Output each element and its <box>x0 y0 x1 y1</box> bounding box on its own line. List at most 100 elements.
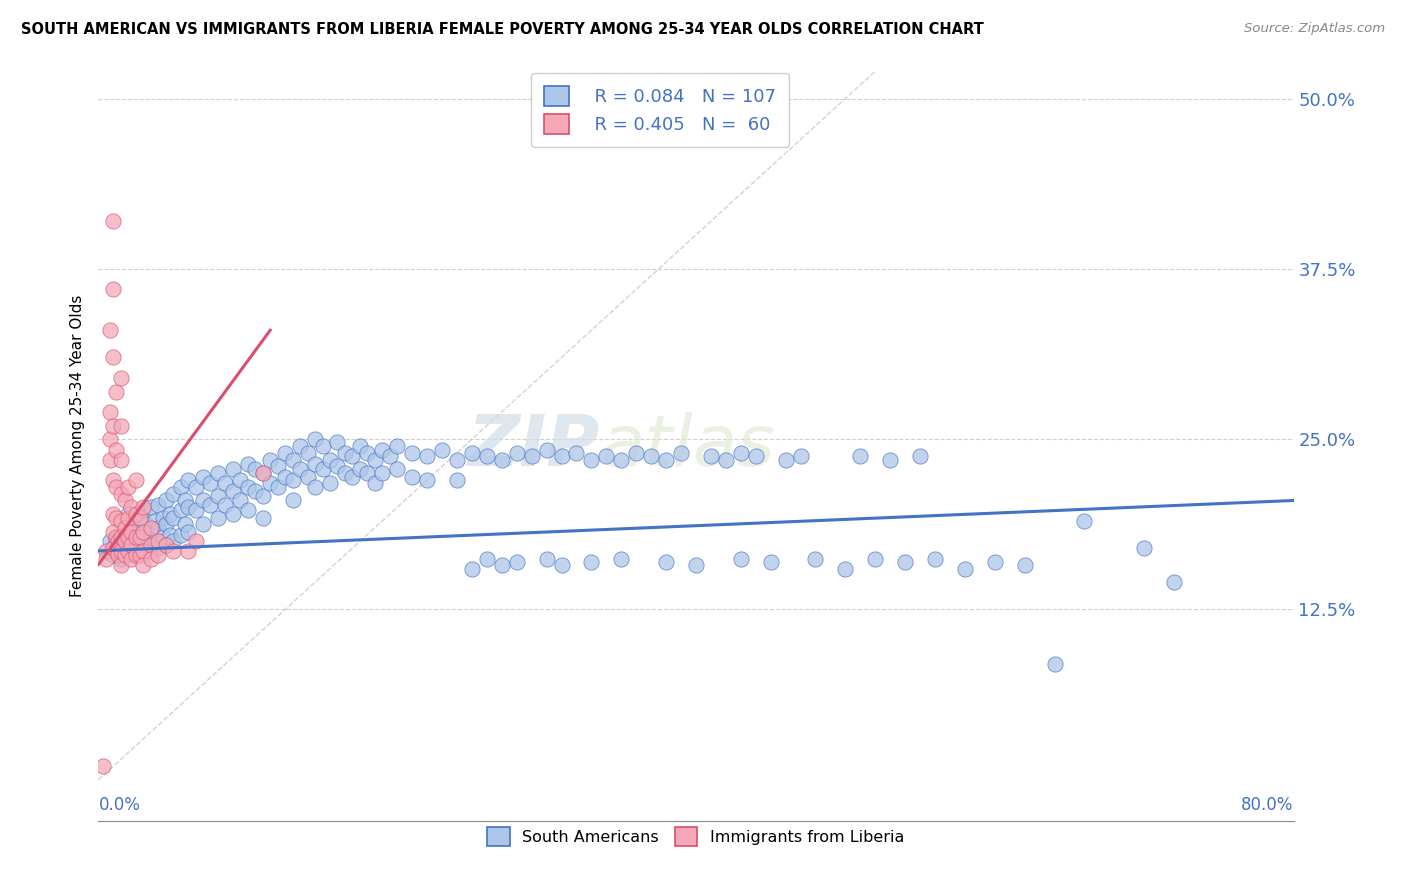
Point <box>655 452 678 467</box>
Point <box>371 443 394 458</box>
Point <box>461 446 484 460</box>
Point <box>162 534 184 549</box>
Point <box>132 558 155 572</box>
Point <box>132 524 155 539</box>
Point <box>879 452 901 467</box>
Point <box>446 473 468 487</box>
Point <box>610 552 633 566</box>
Point <box>385 439 409 453</box>
Point <box>107 544 129 558</box>
Point <box>155 538 177 552</box>
Point <box>148 541 170 556</box>
Point <box>356 467 378 481</box>
Point <box>110 530 132 544</box>
Point <box>111 541 134 556</box>
Point <box>114 534 136 549</box>
Point <box>953 561 976 575</box>
Point <box>550 558 572 572</box>
Point <box>155 516 177 531</box>
Text: atlas: atlas <box>600 411 775 481</box>
Point <box>581 452 603 467</box>
Point <box>378 449 401 463</box>
Point <box>132 544 155 558</box>
Point <box>506 555 529 569</box>
Text: Source: ZipAtlas.com: Source: ZipAtlas.com <box>1244 22 1385 36</box>
Point <box>132 503 155 517</box>
Point <box>174 493 197 508</box>
Point <box>446 452 468 467</box>
Point <box>333 446 356 460</box>
Legend: South Americans, Immigrants from Liberia: South Americans, Immigrants from Liberia <box>479 820 912 854</box>
Point <box>267 459 290 474</box>
Point <box>125 473 148 487</box>
Point <box>120 500 142 515</box>
Point <box>297 446 319 460</box>
Point <box>114 521 136 535</box>
Text: ZIP: ZIP <box>468 411 600 481</box>
Point <box>184 503 207 517</box>
Point <box>775 452 797 467</box>
Point <box>581 555 603 569</box>
Point <box>110 418 132 433</box>
Point <box>110 514 132 528</box>
Point <box>1014 558 1036 572</box>
Point <box>114 534 136 549</box>
Point <box>626 446 648 460</box>
Point <box>120 538 142 552</box>
Point <box>103 282 125 296</box>
Point <box>849 449 872 463</box>
Point <box>110 371 132 385</box>
Point <box>159 507 181 521</box>
Point <box>152 530 174 544</box>
Point <box>304 480 326 494</box>
Point <box>311 462 333 476</box>
Point <box>730 446 752 460</box>
Point <box>120 524 142 539</box>
Point <box>103 214 125 228</box>
Text: 0.0%: 0.0% <box>98 797 141 814</box>
Point <box>259 475 281 490</box>
Point <box>114 493 136 508</box>
Point <box>865 552 887 566</box>
Point <box>125 548 148 562</box>
Point <box>143 534 166 549</box>
Point <box>491 558 513 572</box>
Point <box>103 418 125 433</box>
Point <box>174 516 197 531</box>
Point <box>356 446 378 460</box>
Point <box>200 498 222 512</box>
Point <box>700 449 723 463</box>
Point <box>148 534 170 549</box>
Point <box>110 530 132 544</box>
Point <box>304 432 326 446</box>
Point <box>105 511 128 525</box>
Point <box>139 524 162 538</box>
Point <box>461 561 484 575</box>
Point <box>103 351 125 365</box>
Point <box>148 521 170 535</box>
Point <box>177 544 200 558</box>
Point <box>236 480 259 494</box>
Point <box>520 449 543 463</box>
Point <box>371 467 394 481</box>
Point <box>184 534 207 549</box>
Point <box>207 490 229 504</box>
Point <box>110 486 132 500</box>
Point <box>222 507 245 521</box>
Point <box>110 452 132 467</box>
Point <box>1133 541 1156 556</box>
Point <box>110 558 132 572</box>
Point <box>385 462 409 476</box>
Point <box>342 449 364 463</box>
Point <box>110 552 132 566</box>
Point <box>281 452 304 467</box>
Point <box>117 511 139 525</box>
Point <box>159 527 181 541</box>
Point <box>148 548 170 562</box>
Point <box>135 516 157 531</box>
Point <box>136 534 159 549</box>
Point <box>177 473 200 487</box>
Point <box>311 439 333 453</box>
Point <box>114 548 136 562</box>
Point <box>714 452 737 467</box>
